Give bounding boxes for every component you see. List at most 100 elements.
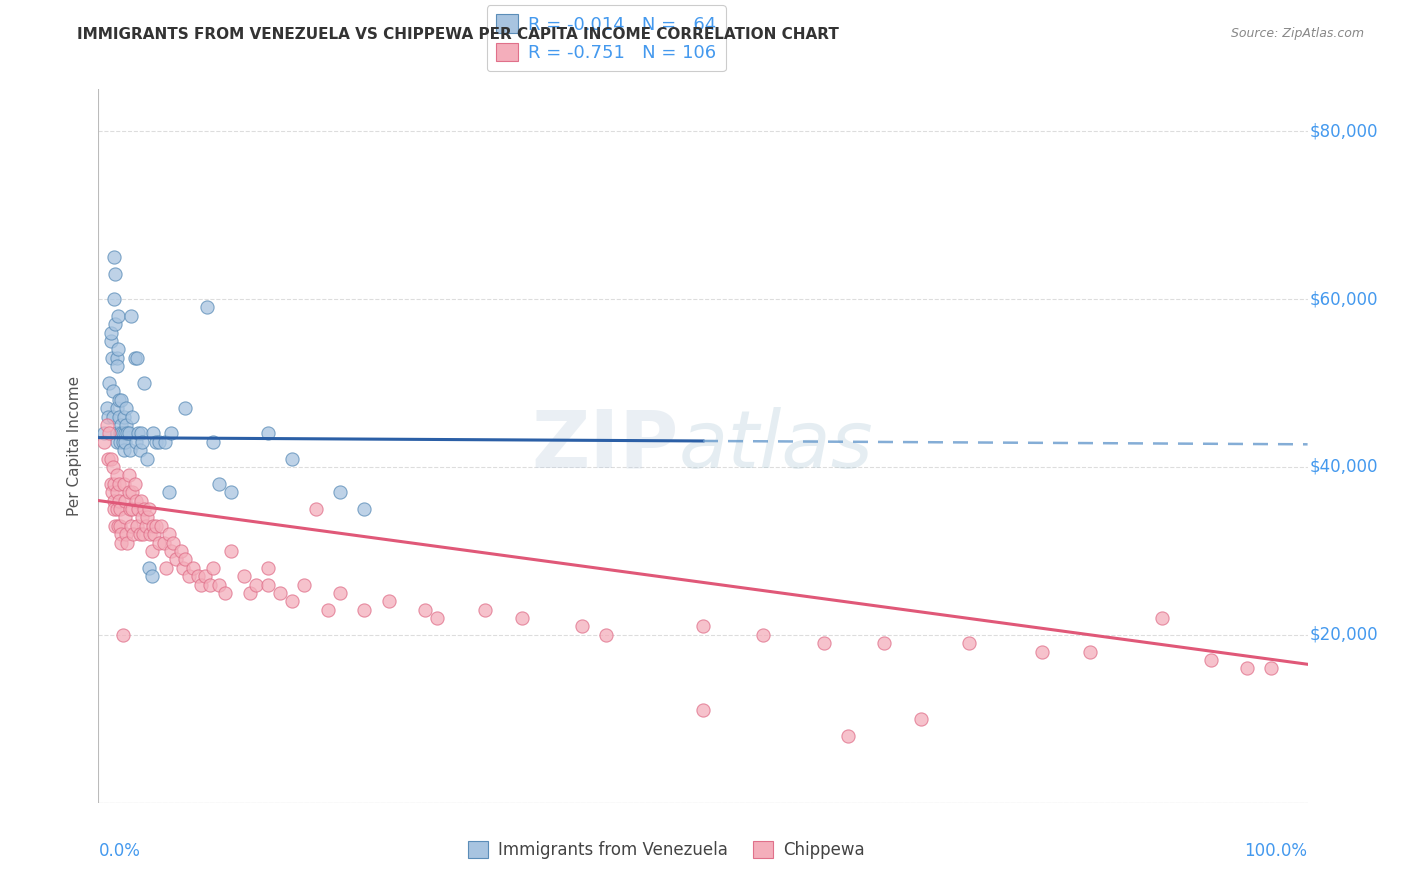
Point [125, 493, 148, 508]
Point [105, 401, 128, 416]
Point [141, 544, 163, 558]
Point [232, 569, 254, 583]
Point [100, 326, 122, 340]
Point [281, 451, 304, 466]
Point [108, 476, 131, 491]
Point [245, 577, 267, 591]
Point [143, 527, 166, 541]
Point [114, 510, 136, 524]
Text: $20,000: $20,000 [1310, 626, 1379, 644]
Point [114, 434, 136, 449]
Point [1152, 611, 1174, 625]
Point [105, 468, 128, 483]
Point [112, 409, 135, 424]
Point [122, 527, 145, 541]
Point [148, 434, 170, 449]
Point [174, 552, 197, 566]
Point [121, 485, 143, 500]
Point [129, 493, 152, 508]
Point [108, 518, 131, 533]
Point [510, 611, 533, 625]
Point [194, 569, 217, 583]
Point [256, 560, 278, 574]
Point [100, 334, 122, 348]
Point [195, 301, 218, 315]
Point [127, 351, 149, 365]
Point [208, 476, 231, 491]
Point [118, 426, 141, 441]
Point [145, 434, 167, 449]
Point [108, 409, 131, 424]
Point [110, 426, 132, 441]
Point [105, 434, 128, 449]
Text: ZIP: ZIP [531, 407, 679, 485]
Point [571, 619, 593, 633]
Point [118, 502, 141, 516]
Point [813, 636, 835, 650]
Point [239, 586, 262, 600]
Text: IMMIGRANTS FROM VENEZUELA VS CHIPPEWA PER CAPITA INCOME CORRELATION CHART: IMMIGRANTS FROM VENEZUELA VS CHIPPEWA PE… [77, 27, 839, 42]
Point [752, 628, 775, 642]
Point [108, 392, 131, 407]
Point [115, 417, 138, 432]
Point [110, 392, 132, 407]
Point [111, 628, 134, 642]
Point [141, 569, 163, 583]
Point [135, 518, 157, 533]
Point [202, 560, 225, 574]
Point [96, 401, 118, 416]
Point [131, 434, 153, 449]
Point [155, 560, 177, 574]
Point [377, 594, 399, 608]
Point [117, 535, 139, 549]
Text: $40,000: $40,000 [1310, 458, 1378, 476]
Point [202, 434, 225, 449]
Point [110, 535, 132, 549]
Point [127, 426, 149, 441]
Point [117, 426, 139, 441]
Point [100, 476, 122, 491]
Point [103, 493, 125, 508]
Point [595, 628, 617, 642]
Point [104, 518, 127, 533]
Point [110, 527, 132, 541]
Point [98, 376, 121, 390]
Point [104, 267, 127, 281]
Text: 0.0%: 0.0% [98, 842, 141, 860]
Point [1236, 661, 1258, 675]
Point [474, 603, 496, 617]
Point [125, 434, 148, 449]
Point [873, 636, 896, 650]
Point [134, 376, 156, 390]
Point [179, 569, 201, 583]
Point [256, 426, 278, 441]
Point [127, 518, 149, 533]
Point [305, 502, 328, 516]
Point [127, 502, 149, 516]
Point [132, 527, 155, 541]
Point [108, 426, 131, 441]
Point [148, 535, 170, 549]
Point [413, 603, 436, 617]
Point [162, 535, 184, 549]
Point [100, 485, 122, 500]
Point [108, 434, 131, 449]
Point [105, 426, 128, 441]
Point [100, 451, 122, 466]
Point [214, 586, 236, 600]
Legend: Immigrants from Venezuela, Chippewa: Immigrants from Venezuela, Chippewa [461, 834, 872, 866]
Point [118, 468, 141, 483]
Point [96, 417, 118, 432]
Point [165, 552, 187, 566]
Point [128, 443, 150, 458]
Point [152, 535, 174, 549]
Point [426, 611, 449, 625]
Point [118, 485, 141, 500]
Point [353, 603, 375, 617]
Point [101, 384, 124, 399]
Point [190, 577, 212, 591]
Point [198, 577, 221, 591]
Point [107, 518, 129, 533]
Point [1078, 645, 1101, 659]
Point [121, 409, 143, 424]
